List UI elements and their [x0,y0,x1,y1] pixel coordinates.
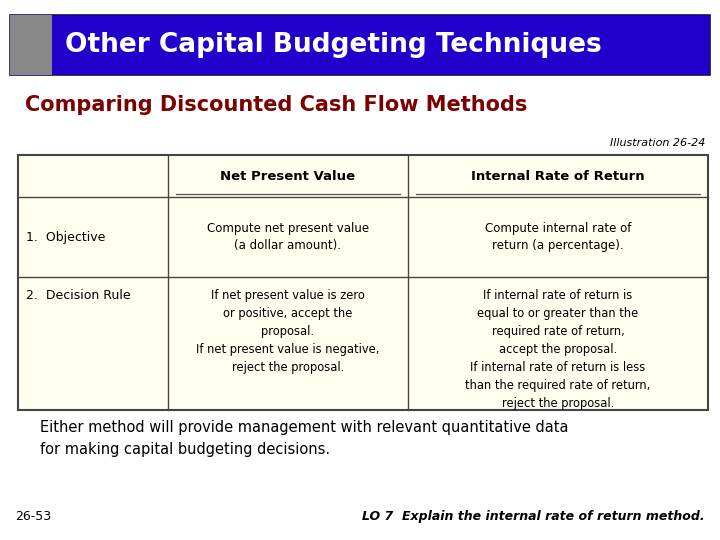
Text: If net present value is zero
or positive, accept the
proposal.
If net present va: If net present value is zero or positive… [197,289,379,374]
Text: Either method will provide management with relevant quantitative data
for making: Either method will provide management wi… [40,420,569,457]
Text: Compute net present value
(a dollar amount).: Compute net present value (a dollar amou… [207,222,369,252]
Bar [10,15,710,75]
Text: Other Capital Budgeting Techniques: Other Capital Budgeting Techniques [65,32,602,58]
Text: If internal rate of return is
equal to or greater than the
required rate of retu: If internal rate of return is equal to o… [465,289,651,410]
Text: LO 7  Explain the internal rate of return method.: LO 7 Explain the internal rate of return… [362,510,705,523]
Text: 1.  Objective: 1. Objective [26,231,105,244]
Text: Internal Rate of Return: Internal Rate of Return [471,170,645,183]
Text: Net Present Value: Net Present Value [220,170,356,183]
Text: Compute internal rate of
return (a percentage).: Compute internal rate of return (a perce… [485,222,631,252]
Bar [10,15,52,75]
Text: Comparing Discounted Cash Flow Methods: Comparing Discounted Cash Flow Methods [25,95,527,115]
Text: Illustration 26-24: Illustration 26-24 [610,138,705,148]
Text: 2.  Decision Rule: 2. Decision Rule [26,289,130,302]
Text: 26-53: 26-53 [15,510,51,523]
Bar [18,155,708,410]
